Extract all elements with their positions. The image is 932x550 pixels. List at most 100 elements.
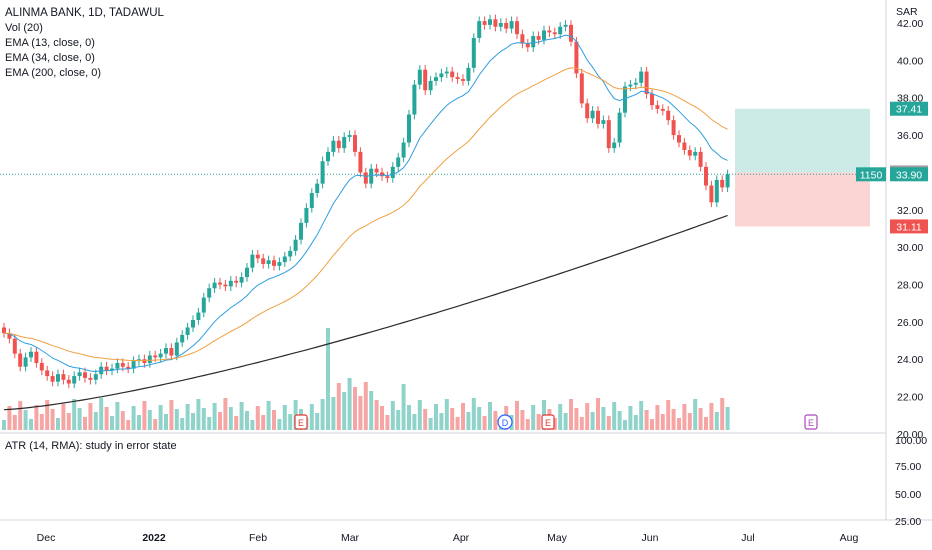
indicator-ema13[interactable]: EMA (13, close, 0) (5, 37, 95, 49)
candle-body (423, 69, 428, 91)
candle-body (12, 338, 17, 354)
profit-zone[interactable] (735, 108, 870, 173)
candle-body (218, 282, 222, 285)
candle-body (725, 174, 730, 188)
price-tick-label: 36.00 (897, 130, 923, 142)
earnings-icon[interactable] (804, 414, 818, 430)
volume-bar (104, 407, 109, 430)
volume-bar (331, 397, 336, 430)
indicator-ema34[interactable]: EMA (34, close, 0) (5, 52, 95, 64)
volume-bar (153, 419, 158, 430)
time-tick-label: May (547, 532, 568, 544)
volume-bar (266, 401, 271, 430)
volume-bar (72, 399, 77, 430)
price-tick-label: 22.00 (897, 392, 923, 404)
time-tick-label: Apr (453, 532, 470, 544)
time-tick-label: Aug (840, 532, 859, 544)
volume-bar (158, 405, 163, 430)
candle-body (612, 142, 617, 149)
event-marker-dividend[interactable]: D (497, 414, 513, 430)
price-tick-label: 32.00 (897, 205, 923, 217)
volume-bar (563, 413, 568, 430)
candle-body (180, 334, 185, 343)
candle-body (342, 136, 347, 149)
candle-body (385, 176, 390, 179)
volume-bar (628, 406, 633, 430)
candle-body (83, 372, 87, 378)
candle-body (326, 151, 330, 162)
candle-body (131, 361, 136, 369)
candle-body (709, 185, 714, 203)
indicator-vol[interactable]: Vol (20) (5, 22, 43, 34)
candle-body (255, 254, 260, 259)
candle-body (531, 36, 536, 48)
candle-body (407, 114, 411, 143)
volume-bar (639, 401, 644, 430)
price-tick-label: 42.00 (897, 18, 923, 30)
volume-bar (255, 406, 260, 430)
candle-body (660, 108, 665, 111)
candle-body (56, 374, 60, 382)
volume-bar (147, 410, 152, 430)
volume-bar (725, 407, 730, 430)
atr-legend[interactable]: ATR (14, RMA): study in error state (5, 440, 177, 452)
volume-bar (93, 412, 98, 430)
time-tick-label: Dec (37, 532, 56, 544)
event-marker-earnings-upcoming[interactable]: E (804, 414, 818, 430)
candle-body (347, 135, 352, 137)
event-label: E (545, 418, 551, 428)
indicator-ema200[interactable]: EMA (200, close, 0) (5, 67, 101, 79)
volume-bar (191, 413, 195, 430)
volume-bar (552, 418, 557, 430)
volume-bar (633, 415, 638, 430)
earnings-icon[interactable] (294, 414, 308, 430)
volume-bar (180, 418, 185, 430)
volume-bar (401, 384, 406, 430)
candle-body (558, 26, 563, 35)
ema34-line (3, 67, 728, 362)
volume-bar (444, 399, 449, 430)
candle-body (606, 120, 611, 149)
volume-bar (482, 416, 487, 430)
volume-bar (412, 414, 417, 430)
volume-bar (169, 400, 174, 430)
volume-bar (201, 408, 206, 430)
candle-body (174, 342, 179, 356)
earnings-icon[interactable] (541, 414, 555, 430)
candle-body (569, 24, 573, 42)
candle-body (61, 374, 66, 380)
volume-bar (342, 392, 347, 430)
ema200-line (3, 214, 728, 411)
volume-bar (660, 414, 665, 430)
candle-body (245, 267, 249, 278)
candle-body (461, 79, 465, 81)
candle-body (50, 376, 55, 382)
candle-body (396, 157, 401, 167)
chart-legend: ALINMA BANK, 1D, TADAWUL Vol (20) EMA (1… (5, 6, 164, 81)
event-marker-earnings[interactable]: E (294, 414, 308, 430)
candle-body (142, 359, 147, 363)
event-marker-earnings[interactable]: E (541, 414, 555, 430)
candle-body (45, 370, 50, 377)
dividend-icon[interactable] (497, 414, 513, 430)
symbol-title[interactable]: ALINMA BANK, 1D, TADAWUL (5, 7, 164, 19)
volume-bar (374, 400, 379, 430)
volume-bar (83, 417, 87, 430)
candle-body (201, 297, 206, 313)
time-tick-label: Jun (642, 532, 659, 544)
loss-zone[interactable] (735, 172, 870, 227)
currency-label: SAR (896, 6, 918, 18)
candle-body (309, 192, 314, 208)
candle-body (23, 357, 28, 367)
volume-bar (61, 404, 66, 430)
volume-bar (369, 391, 374, 430)
candle-body (272, 260, 276, 266)
volume-bar (493, 411, 498, 430)
volume-bar (12, 415, 17, 430)
volume-bar (455, 417, 460, 430)
candle-body (320, 161, 325, 184)
candle-body (228, 280, 233, 287)
candle-body (212, 282, 217, 289)
volume-bar (164, 414, 168, 430)
